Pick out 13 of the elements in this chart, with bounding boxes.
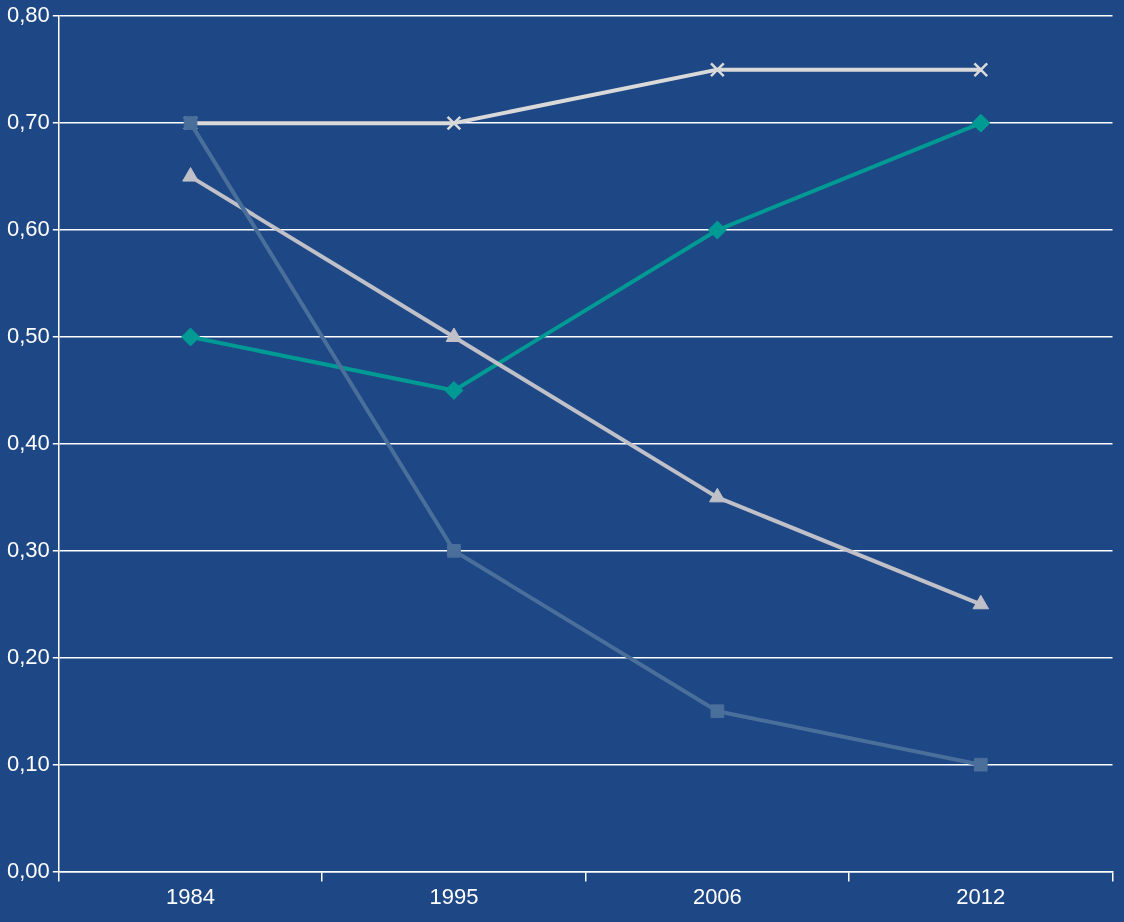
y-tick-label: 0,80: [6, 2, 50, 28]
y-tick-label: 0,10: [6, 750, 50, 776]
x-tick-label: 2006: [692, 883, 742, 909]
y-tick-label: 0,00: [6, 857, 50, 883]
y-tick-label: 0,20: [6, 643, 50, 669]
y-tick-label: 0,50: [6, 323, 50, 349]
y-tick-label: 0,60: [6, 216, 50, 242]
y-tick-label: 0,30: [6, 536, 50, 562]
x-tick-label: 1984: [166, 883, 216, 909]
y-tick-label: 0,70: [6, 109, 50, 135]
x-tick-label: 1995: [429, 883, 479, 909]
y-tick-label: 0,40: [6, 429, 50, 455]
x-tick-label: 2012: [956, 883, 1006, 909]
